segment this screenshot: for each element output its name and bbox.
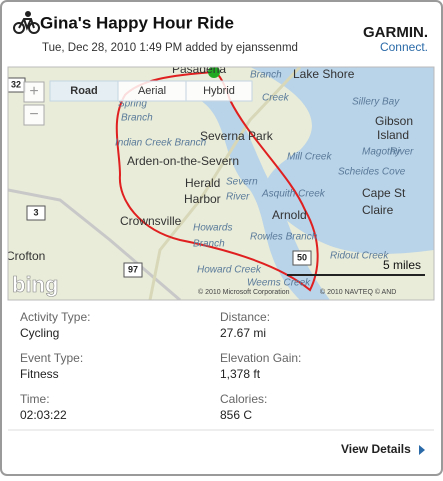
stat-label: Distance: xyxy=(220,310,270,324)
place-label: Spring xyxy=(118,99,147,110)
place-label: Gibson xyxy=(375,114,413,128)
brand: GARMIN. xyxy=(363,24,428,41)
place-label: Rowles Branch xyxy=(250,232,318,243)
place-label: Branch xyxy=(250,70,282,81)
route-number: 50 xyxy=(297,252,307,262)
road xyxy=(8,188,181,300)
place-label: River xyxy=(390,147,414,158)
bike-icon xyxy=(13,11,40,34)
route-shield xyxy=(123,262,143,278)
place-label: Crofton xyxy=(6,249,45,263)
route-shield xyxy=(26,205,46,221)
place-label: Creek xyxy=(262,93,290,104)
route-shield xyxy=(292,250,312,266)
place-label: Branch xyxy=(193,239,225,250)
brand-sub: Connect. xyxy=(380,40,428,54)
stat-value: 02:03:22 xyxy=(20,408,67,422)
stat-label: Calories: xyxy=(220,392,267,406)
stat-value: Cycling xyxy=(20,326,59,340)
stat-value: 1,378 ft xyxy=(220,367,261,381)
place-label: Scheides Cove xyxy=(338,167,406,178)
place-label: Claire xyxy=(362,203,394,217)
place-label: Harbor xyxy=(184,192,221,206)
zoom-in-button[interactable] xyxy=(23,81,45,103)
title: Gina's Happy Hour Ride xyxy=(40,13,234,32)
stat-label: Time: xyxy=(20,392,50,406)
place-label: River xyxy=(226,192,250,203)
map-tab-label[interactable]: Road xyxy=(70,85,98,97)
place-label: Island xyxy=(377,128,409,142)
place-label: Severna Park xyxy=(200,129,274,143)
route-number: 97 xyxy=(128,264,138,274)
place-label: Weems Creek xyxy=(247,278,311,289)
place-label: Asquith Creek xyxy=(261,189,326,200)
map-tab[interactable] xyxy=(185,80,253,102)
route-number: 3 xyxy=(33,207,38,217)
place-label: Arden-on-the-Severn xyxy=(127,154,239,168)
map-tab-label[interactable]: Hybrid xyxy=(203,85,235,97)
water xyxy=(250,67,434,254)
place-label: Pasadena xyxy=(172,62,226,76)
place-label: Magothy xyxy=(362,147,401,158)
route-number: 32 xyxy=(11,79,21,89)
scale-label: 5 miles xyxy=(383,258,421,272)
road xyxy=(148,67,302,300)
stat-label: Elevation Gain: xyxy=(220,351,301,365)
stat-value: 856 C xyxy=(220,408,252,422)
place-label: Severn xyxy=(226,177,258,188)
place-label: Indian Creek Branch xyxy=(115,138,207,149)
map[interactable]: Pasadena Branch Lake Shore Creek Sillery Bay… xyxy=(6,62,434,300)
stat-value: Fitness xyxy=(20,367,59,381)
map-tab-label[interactable]: Aerial xyxy=(138,85,166,97)
bing-logo: bing xyxy=(12,272,58,297)
stat-label: Event Type: xyxy=(20,351,83,365)
subtitle: Tue, Dec 28, 2010 1:49 PM added by ejans… xyxy=(42,42,298,54)
place-label: Ridout Creek xyxy=(330,251,389,262)
place-label: Mill Creek xyxy=(287,152,332,163)
place-label: Howards xyxy=(193,223,232,234)
map-border xyxy=(7,66,435,301)
view-details-link[interactable]: View Details xyxy=(341,442,411,456)
zoom-out[interactable]: − xyxy=(29,106,38,123)
place-label: Cape St xyxy=(362,186,406,200)
copyright: © 2010 NAVTEQ © AND xyxy=(320,288,396,296)
stat-label: Activity Type: xyxy=(20,310,90,324)
place-label: Arnold xyxy=(272,208,307,222)
place-label: Herald xyxy=(185,176,220,190)
copyright: © 2010 Microsoft Corporation xyxy=(198,288,290,296)
arrow-icon[interactable] xyxy=(419,445,425,455)
zoom-out-button[interactable] xyxy=(23,104,45,126)
zoom-in[interactable]: + xyxy=(29,83,38,100)
place-label: Sillery Bay xyxy=(352,97,400,108)
route xyxy=(115,71,319,292)
start-marker xyxy=(208,67,220,78)
place-label: Howard Creek xyxy=(197,265,262,276)
stat-value: 27.67 mi xyxy=(220,326,266,340)
place-label: Crownsville xyxy=(120,214,182,228)
place-label: Lake Shore xyxy=(293,67,355,81)
place-label: Branch xyxy=(121,113,153,124)
